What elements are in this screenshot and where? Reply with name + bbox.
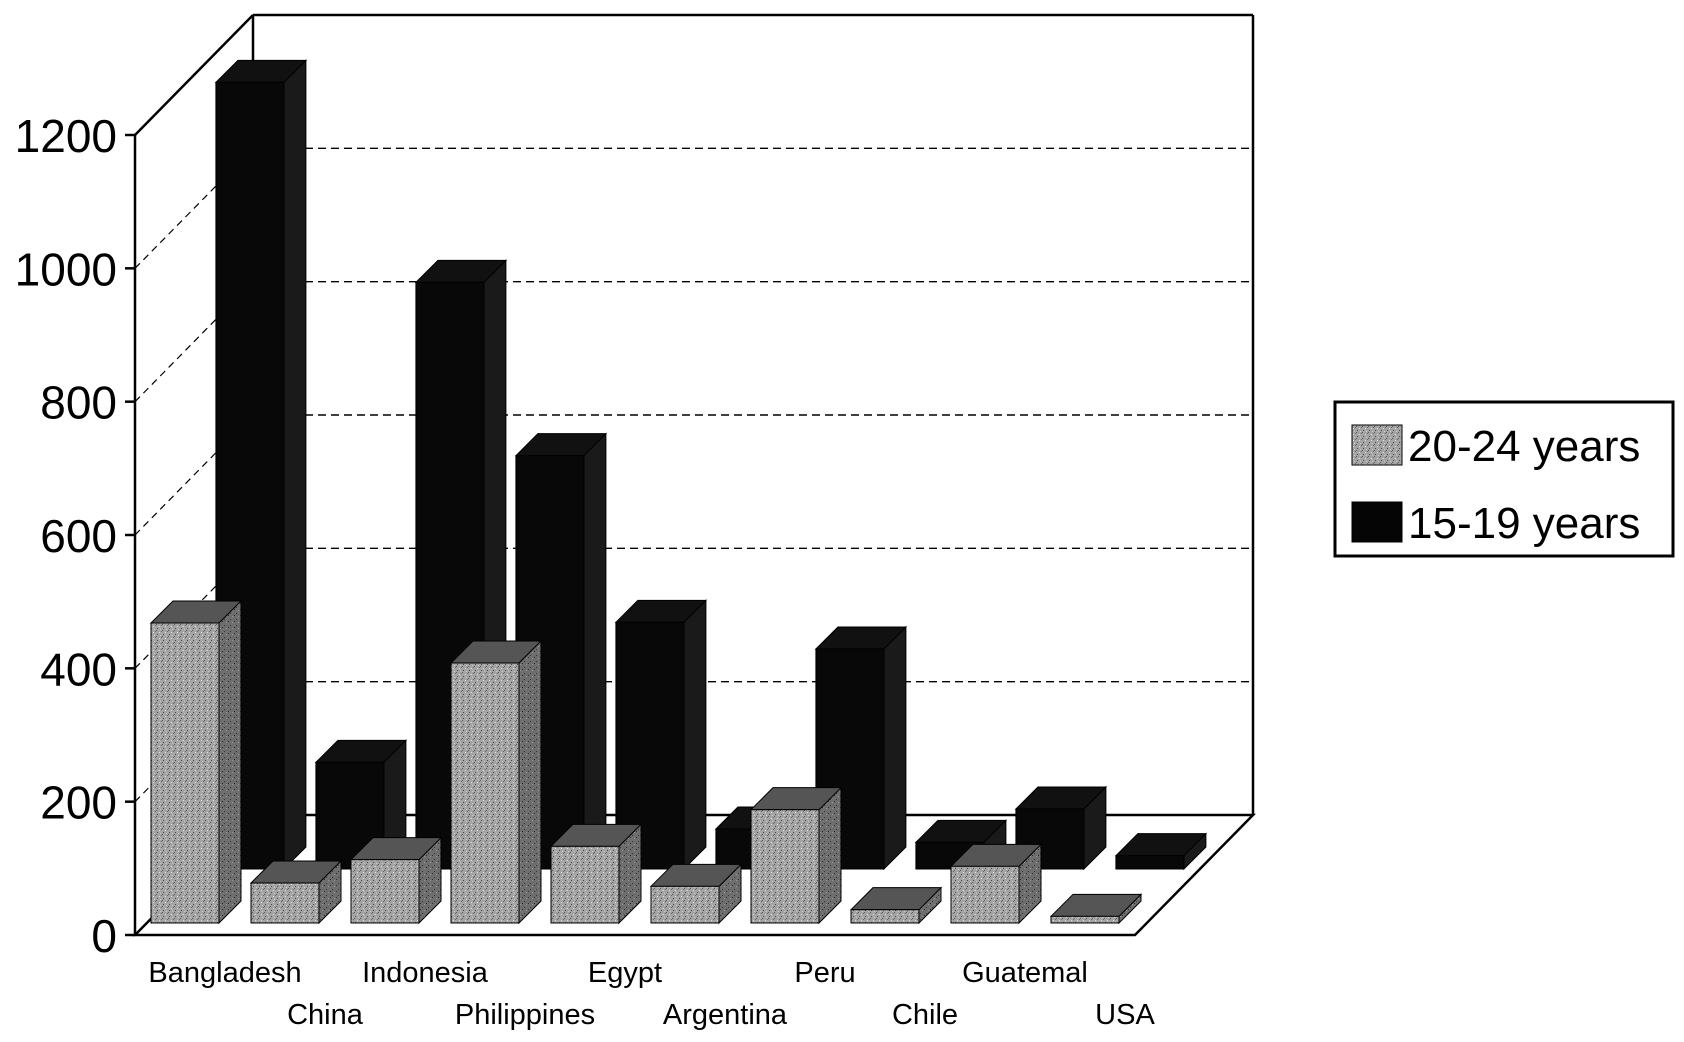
gridline-side (134, 414, 254, 536)
legend-label: 20-24 years (1408, 422, 1640, 471)
legend-swatch (1351, 501, 1403, 543)
y-tick-label: 0 (91, 910, 117, 962)
x-tick-label: Philippines (455, 999, 595, 1031)
bar-20-24-4 (549, 823, 643, 925)
bar-20-24-5 (649, 863, 743, 925)
bar-front (950, 865, 1020, 924)
bar-side (683, 599, 707, 871)
bar-side (883, 625, 907, 871)
x-tick-label: Argentina (663, 999, 788, 1031)
bar-20-24-9 (1049, 893, 1143, 925)
bar-15-19-2 (414, 259, 508, 871)
bar-20-24-6 (749, 786, 843, 925)
bar-front (350, 859, 420, 924)
gridline-side (134, 147, 254, 269)
bar-front (750, 809, 820, 924)
bar-side (818, 786, 842, 925)
gridline-side (134, 14, 254, 136)
legend-label: 15-19 years (1408, 499, 1640, 548)
bar-front (1050, 915, 1120, 924)
bar-15-19-4 (614, 599, 708, 871)
bar-front (1115, 855, 1185, 870)
x-tick-label: Chile (892, 999, 958, 1031)
y-tick-label: 1200 (15, 110, 117, 162)
gridline-side (134, 281, 254, 403)
bar-side (218, 599, 242, 925)
y-tick-label: 600 (40, 510, 117, 562)
bar-front (550, 845, 620, 924)
bar-side (283, 59, 307, 871)
bar-20-24-1 (249, 859, 343, 925)
bar-15-19-6 (814, 625, 908, 871)
bar-side (583, 432, 607, 871)
bar-front (150, 622, 220, 924)
y-tick-label: 400 (40, 643, 117, 695)
bar-front (250, 882, 320, 924)
bar-20-24-3 (449, 639, 543, 925)
y-tick-label: 1000 (15, 243, 117, 295)
bar-front (650, 885, 720, 924)
y-tick-label: 800 (40, 377, 117, 429)
x-tick-label: Bangladesh (148, 957, 301, 989)
bar-front (850, 909, 920, 924)
y-tick-label: 200 (40, 777, 117, 829)
x-tick-label: USA (1095, 999, 1155, 1031)
bar-15-19-9 (1114, 832, 1208, 871)
x-tick-label: Peru (794, 957, 855, 989)
bar-front (450, 662, 520, 924)
legend-swatch (1351, 424, 1403, 466)
x-tick-label: Guatemal (962, 957, 1088, 989)
x-tick-label: Egypt (588, 957, 662, 989)
bar-20-24-2 (349, 836, 443, 925)
bar-20-24-0 (149, 599, 243, 925)
bar-20-24-8 (949, 843, 1043, 925)
legend: 20-24 years 15-19 years (1333, 400, 1675, 558)
bar-20-24-7 (849, 886, 943, 925)
x-tick-label: China (287, 999, 364, 1031)
x-tick-label: Indonesia (362, 957, 489, 989)
bar-side (518, 639, 542, 925)
